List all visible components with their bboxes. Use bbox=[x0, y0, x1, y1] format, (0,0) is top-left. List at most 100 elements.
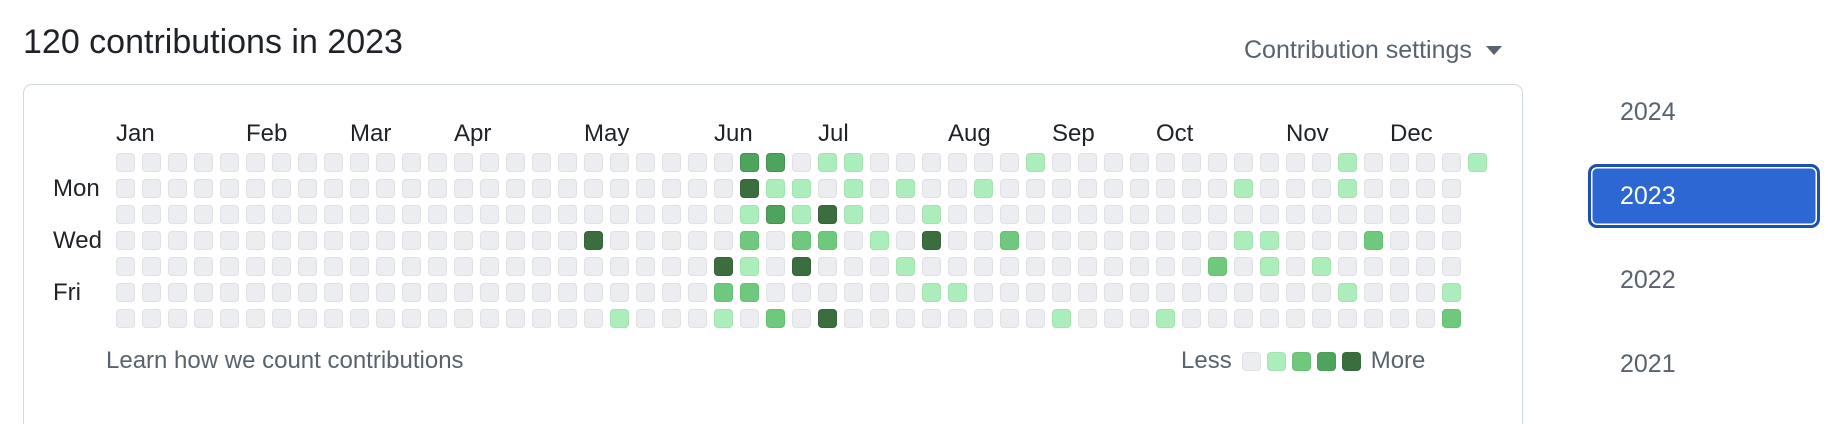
contribution-day-cell[interactable] bbox=[1234, 257, 1253, 276]
contribution-day-cell[interactable] bbox=[428, 257, 447, 276]
contribution-day-cell[interactable] bbox=[376, 231, 395, 250]
year-button-2021[interactable]: 2021 bbox=[1620, 349, 1676, 378]
contribution-day-cell[interactable] bbox=[1104, 309, 1123, 328]
contribution-day-cell[interactable] bbox=[1208, 309, 1227, 328]
contribution-day-cell[interactable] bbox=[688, 205, 707, 224]
contribution-day-cell[interactable] bbox=[1078, 309, 1097, 328]
contribution-day-cell[interactable] bbox=[740, 257, 759, 276]
contribution-day-cell[interactable] bbox=[1104, 179, 1123, 198]
contribution-day-cell[interactable] bbox=[1130, 231, 1149, 250]
contribution-day-cell[interactable] bbox=[896, 257, 915, 276]
contribution-day-cell[interactable] bbox=[194, 179, 213, 198]
contribution-day-cell[interactable] bbox=[480, 257, 499, 276]
contribution-day-cell[interactable] bbox=[376, 257, 395, 276]
contribution-day-cell[interactable] bbox=[662, 257, 681, 276]
contribution-day-cell[interactable] bbox=[1104, 153, 1123, 172]
contribution-day-cell[interactable] bbox=[1364, 309, 1383, 328]
contribution-day-cell[interactable] bbox=[948, 257, 967, 276]
contribution-day-cell[interactable] bbox=[272, 179, 291, 198]
contribution-day-cell[interactable] bbox=[142, 231, 161, 250]
contribution-day-cell[interactable] bbox=[896, 231, 915, 250]
contribution-day-cell[interactable] bbox=[662, 179, 681, 198]
contribution-day-cell[interactable] bbox=[610, 309, 629, 328]
contribution-day-cell[interactable] bbox=[766, 283, 785, 302]
contribution-day-cell[interactable] bbox=[636, 205, 655, 224]
contribution-day-cell[interactable] bbox=[324, 283, 343, 302]
contribution-day-cell[interactable] bbox=[272, 231, 291, 250]
contribution-day-cell[interactable] bbox=[402, 179, 421, 198]
contribution-day-cell[interactable] bbox=[740, 179, 759, 198]
contribution-day-cell[interactable] bbox=[922, 179, 941, 198]
contribution-day-cell[interactable] bbox=[220, 205, 239, 224]
contribution-day-cell[interactable] bbox=[116, 257, 135, 276]
contribution-day-cell[interactable] bbox=[350, 153, 369, 172]
contribution-day-cell[interactable] bbox=[584, 283, 603, 302]
contribution-day-cell[interactable] bbox=[948, 309, 967, 328]
contribution-day-cell[interactable] bbox=[1208, 257, 1227, 276]
contribution-day-cell[interactable] bbox=[1130, 309, 1149, 328]
contribution-day-cell[interactable] bbox=[506, 179, 525, 198]
contribution-day-cell[interactable] bbox=[350, 309, 369, 328]
contribution-day-cell[interactable] bbox=[844, 231, 863, 250]
contribution-day-cell[interactable] bbox=[1078, 283, 1097, 302]
contribution-day-cell[interactable] bbox=[1130, 283, 1149, 302]
contribution-day-cell[interactable] bbox=[1442, 309, 1461, 328]
contribution-day-cell[interactable] bbox=[714, 231, 733, 250]
contribution-day-cell[interactable] bbox=[792, 283, 811, 302]
contribution-day-cell[interactable] bbox=[1208, 153, 1227, 172]
contribution-day-cell[interactable] bbox=[1442, 283, 1461, 302]
contribution-day-cell[interactable] bbox=[1364, 231, 1383, 250]
contribution-day-cell[interactable] bbox=[558, 309, 577, 328]
contribution-day-cell[interactable] bbox=[844, 179, 863, 198]
contribution-day-cell[interactable] bbox=[740, 309, 759, 328]
contribution-day-cell[interactable] bbox=[1416, 283, 1435, 302]
contribution-day-cell[interactable] bbox=[1416, 309, 1435, 328]
contribution-day-cell[interactable] bbox=[454, 179, 473, 198]
contribution-day-cell[interactable] bbox=[1026, 231, 1045, 250]
contribution-day-cell[interactable] bbox=[1182, 231, 1201, 250]
contribution-day-cell[interactable] bbox=[1390, 309, 1409, 328]
contribution-day-cell[interactable] bbox=[454, 257, 473, 276]
contribution-day-cell[interactable] bbox=[428, 283, 447, 302]
contribution-day-cell[interactable] bbox=[558, 257, 577, 276]
contribution-day-cell[interactable] bbox=[402, 231, 421, 250]
contribution-day-cell[interactable] bbox=[454, 205, 473, 224]
contribution-day-cell[interactable] bbox=[870, 205, 889, 224]
contribution-day-cell[interactable] bbox=[688, 309, 707, 328]
contribution-day-cell[interactable] bbox=[688, 231, 707, 250]
contribution-day-cell[interactable] bbox=[1078, 257, 1097, 276]
contribution-day-cell[interactable] bbox=[714, 153, 733, 172]
contribution-day-cell[interactable] bbox=[194, 231, 213, 250]
contribution-day-cell[interactable] bbox=[454, 153, 473, 172]
contribution-day-cell[interactable] bbox=[610, 179, 629, 198]
contribution-day-cell[interactable] bbox=[1338, 231, 1357, 250]
contribution-day-cell[interactable] bbox=[350, 231, 369, 250]
contribution-day-cell[interactable] bbox=[974, 153, 993, 172]
contribution-day-cell[interactable] bbox=[350, 283, 369, 302]
contribution-day-cell[interactable] bbox=[948, 231, 967, 250]
contribution-day-cell[interactable] bbox=[324, 205, 343, 224]
contribution-day-cell[interactable] bbox=[1026, 179, 1045, 198]
contribution-day-cell[interactable] bbox=[1078, 231, 1097, 250]
contribution-day-cell[interactable] bbox=[818, 179, 837, 198]
contribution-day-cell[interactable] bbox=[584, 179, 603, 198]
contribution-day-cell[interactable] bbox=[1078, 153, 1097, 172]
contribution-day-cell[interactable] bbox=[298, 205, 317, 224]
contribution-day-cell[interactable] bbox=[714, 257, 733, 276]
contribution-day-cell[interactable] bbox=[1286, 283, 1305, 302]
contribution-day-cell[interactable] bbox=[1260, 153, 1279, 172]
contribution-day-cell[interactable] bbox=[1286, 153, 1305, 172]
contribution-day-cell[interactable] bbox=[142, 283, 161, 302]
contribution-day-cell[interactable] bbox=[1364, 257, 1383, 276]
contribution-day-cell[interactable] bbox=[298, 309, 317, 328]
contribution-day-cell[interactable] bbox=[922, 257, 941, 276]
contribution-day-cell[interactable] bbox=[1208, 231, 1227, 250]
contribution-day-cell[interactable] bbox=[714, 283, 733, 302]
contribution-day-cell[interactable] bbox=[324, 179, 343, 198]
contribution-day-cell[interactable] bbox=[220, 309, 239, 328]
contribution-day-cell[interactable] bbox=[792, 205, 811, 224]
contribution-day-cell[interactable] bbox=[324, 257, 343, 276]
contribution-day-cell[interactable] bbox=[766, 231, 785, 250]
contribution-day-cell[interactable] bbox=[272, 257, 291, 276]
contribution-day-cell[interactable] bbox=[194, 283, 213, 302]
